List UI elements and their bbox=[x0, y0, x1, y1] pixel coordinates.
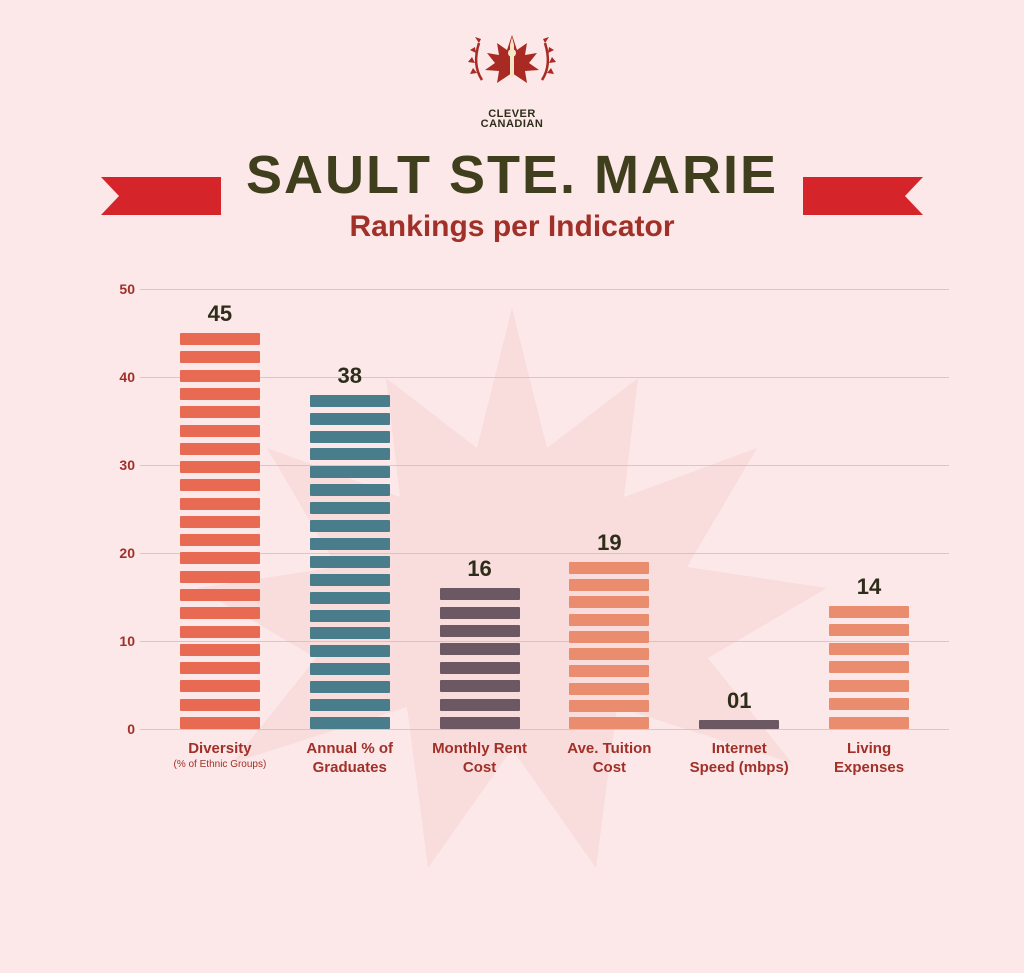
bar-column: 14 bbox=[814, 574, 924, 729]
y-tick-label: 0 bbox=[105, 721, 135, 737]
x-axis-label: Annual % ofGraduates bbox=[295, 734, 405, 789]
title-row: SAULT STE. MARIE Rankings per Indicator bbox=[0, 148, 1024, 244]
y-tick-label: 20 bbox=[105, 545, 135, 561]
x-axis-label: InternetSpeed (mbps) bbox=[684, 734, 794, 789]
bar-value-label: 19 bbox=[597, 530, 621, 556]
page-title: SAULT STE. MARIE bbox=[246, 148, 778, 202]
y-tick-label: 50 bbox=[105, 281, 135, 297]
x-axis-label: Ave. TuitionCost bbox=[554, 734, 664, 789]
bar-column: 01 bbox=[684, 688, 794, 729]
logo-emblem bbox=[457, 25, 567, 105]
logo: CLEVER CANADIAN bbox=[0, 25, 1024, 130]
bar-column: 19 bbox=[554, 530, 664, 729]
bar-body bbox=[180, 333, 260, 729]
bar-body bbox=[440, 588, 520, 729]
bar-value-label: 14 bbox=[857, 574, 881, 600]
rankings-bar-chart: 01020304050453816190114 Diversity(% of E… bbox=[110, 289, 949, 789]
bar-value-label: 38 bbox=[337, 363, 361, 389]
bar-value-label: 45 bbox=[208, 301, 232, 327]
y-tick-label: 10 bbox=[105, 633, 135, 649]
ribbon-left bbox=[101, 177, 221, 215]
bar-body bbox=[569, 562, 649, 729]
logo-text-line2: CANADIAN bbox=[0, 118, 1024, 130]
bar-value-label: 16 bbox=[467, 556, 491, 582]
x-axis-label: Diversity(% of Ethnic Groups) bbox=[165, 734, 275, 789]
gridline bbox=[140, 729, 949, 730]
y-tick-label: 40 bbox=[105, 369, 135, 385]
bar-column: 16 bbox=[425, 556, 535, 729]
bar-body bbox=[310, 395, 390, 729]
bar-body bbox=[829, 606, 909, 729]
bar-body bbox=[699, 720, 779, 729]
x-axis-label: Monthly RentCost bbox=[425, 734, 535, 789]
bar-column: 38 bbox=[295, 363, 405, 729]
bar-value-label: 01 bbox=[727, 688, 751, 714]
page-subtitle: Rankings per Indicator bbox=[246, 210, 778, 244]
y-tick-label: 30 bbox=[105, 457, 135, 473]
x-axis-label: LivingExpenses bbox=[814, 734, 924, 789]
bar-column: 45 bbox=[165, 301, 275, 729]
ribbon-right bbox=[803, 177, 923, 215]
